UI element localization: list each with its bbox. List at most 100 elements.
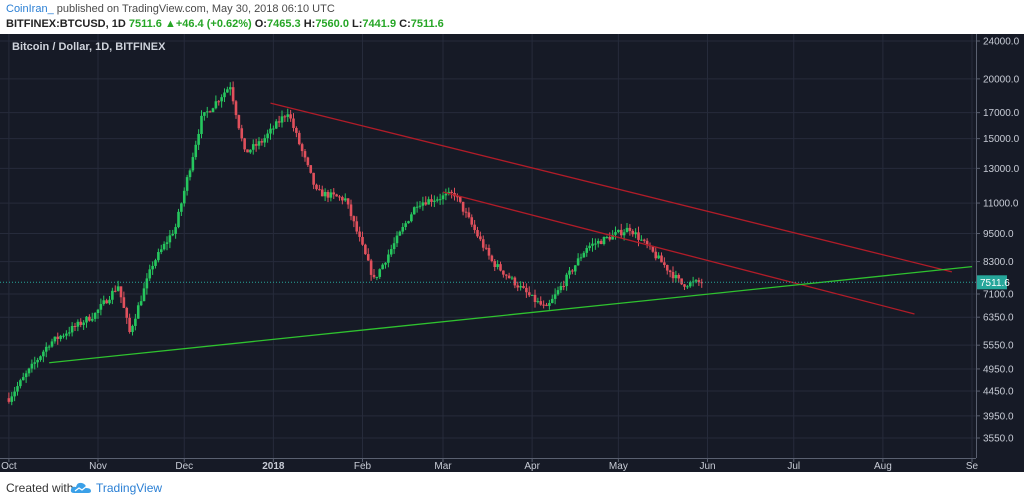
- candle-body: [657, 255, 660, 259]
- x-tick-label: May: [609, 461, 628, 472]
- candle-body: [315, 184, 318, 190]
- candle-body: [470, 217, 474, 225]
- candle-body: [361, 236, 364, 245]
- tradingview-brand-link[interactable]: TradingView: [96, 481, 163, 495]
- candle-body: [680, 278, 683, 285]
- candle-body: [375, 276, 379, 278]
- tradingview-cloud-icon: [70, 482, 91, 493]
- candle-body: [44, 346, 48, 352]
- y-axis[interactable]: 24000.0 20000.0 17000.0 15000.0 13000.0 11000…: [976, 34, 1024, 458]
- candle-body: [654, 251, 658, 259]
- low-label: L:: [352, 18, 363, 30]
- candle-body: [88, 316, 91, 321]
- candle-body: [234, 101, 238, 116]
- candle-body: [205, 111, 209, 113]
- last-price-tag-bg: [977, 275, 1007, 290]
- x-axis[interactable]: Oct Nov Dec 2018 Feb Mar Apr May Jun Jul Aug Se: [0, 458, 1024, 472]
- candle-body: [516, 285, 520, 288]
- candle-body: [430, 199, 433, 202]
- candle-body: [602, 237, 606, 245]
- candle-body: [246, 149, 249, 153]
- resistance-trendline[interactable]: [270, 102, 953, 273]
- candle-body: [318, 189, 321, 191]
- candle-body: [461, 201, 465, 212]
- candle-body: [366, 254, 370, 261]
- candle-body: [548, 303, 551, 306]
- candle-body: [226, 89, 229, 93]
- candle-body: [401, 227, 405, 232]
- candle-body: [427, 199, 430, 205]
- candle-body: [214, 101, 218, 109]
- candle-body: [165, 242, 169, 244]
- candle-body: [338, 196, 341, 198]
- candle-body: [441, 195, 445, 200]
- candle-body: [105, 300, 108, 304]
- candle-body: [625, 227, 629, 233]
- candle-body: [10, 396, 14, 402]
- candle-body: [263, 138, 267, 143]
- footer: Created with TradingView: [0, 472, 1024, 502]
- open-label: O:: [254, 18, 267, 30]
- candle-body: [332, 192, 336, 195]
- high-label: H:: [303, 18, 316, 30]
- candle-body: [519, 286, 522, 288]
- candle-body: [381, 264, 384, 270]
- candle-body: [197, 133, 200, 145]
- price-chart[interactable]: 24000.0 20000.0 17000.0 15000.0 13000.0 11000…: [0, 34, 1024, 472]
- candle-body: [59, 335, 62, 339]
- candle-body: [335, 194, 338, 197]
- y-tick-label: 7100.0: [983, 290, 1014, 301]
- candle-body: [39, 356, 42, 360]
- candle-body: [280, 116, 284, 123]
- y-tick-label: 15000.0: [983, 134, 1020, 145]
- resistance-trendline[interactable]: [442, 191, 915, 315]
- candle-body: [300, 144, 304, 152]
- candle-body: [387, 254, 390, 263]
- x-tick-label: Jun: [699, 461, 715, 472]
- candle-body: [496, 264, 499, 267]
- candle-body: [67, 332, 71, 334]
- candle-body: [274, 121, 278, 129]
- candle-body: [217, 101, 221, 103]
- candlestick-series: [7, 81, 704, 406]
- candle-body: [364, 244, 367, 255]
- candle-body: [686, 286, 689, 288]
- candle-body: [223, 92, 226, 98]
- candle-body: [556, 290, 560, 295]
- last-price-tag-text: 7511.6: [980, 278, 1010, 289]
- candle-body: [19, 380, 22, 387]
- candle-body: [585, 248, 589, 253]
- candle-body: [579, 257, 583, 259]
- candle-body: [208, 111, 212, 113]
- candle-body: [312, 172, 315, 185]
- candle-body: [622, 232, 626, 236]
- candle-body: [424, 202, 428, 205]
- candle-body: [47, 346, 51, 348]
- candle-body: [162, 243, 166, 250]
- candle-body: [309, 165, 313, 173]
- candle-body: [116, 286, 120, 291]
- candle-body: [490, 255, 494, 262]
- candle-body: [599, 240, 603, 245]
- candle-body: [228, 87, 232, 90]
- candle-body: [341, 197, 344, 201]
- candle-body: [159, 249, 163, 253]
- x-tick-label: Mar: [434, 461, 452, 472]
- y-tick-label: 24000.0: [983, 37, 1020, 48]
- support-trendline[interactable]: [49, 265, 973, 364]
- publish-info: CoinIran_ published on TradingView.com, …: [6, 3, 335, 15]
- candle-body: [142, 288, 146, 302]
- candle-body: [168, 235, 172, 243]
- candle-body: [122, 297, 126, 308]
- candle-body: [444, 193, 448, 196]
- candle-body: [93, 312, 97, 319]
- author-link[interactable]: CoinIran_: [6, 3, 54, 15]
- candle-body: [507, 275, 511, 279]
- candle-body: [286, 114, 290, 117]
- candle-body: [177, 211, 180, 228]
- y-tick-label: 4450.0: [983, 387, 1014, 398]
- candle-body: [128, 317, 131, 332]
- y-tick-label: 9500.0: [983, 229, 1014, 240]
- candle-body: [484, 247, 488, 249]
- candle-body: [90, 318, 94, 321]
